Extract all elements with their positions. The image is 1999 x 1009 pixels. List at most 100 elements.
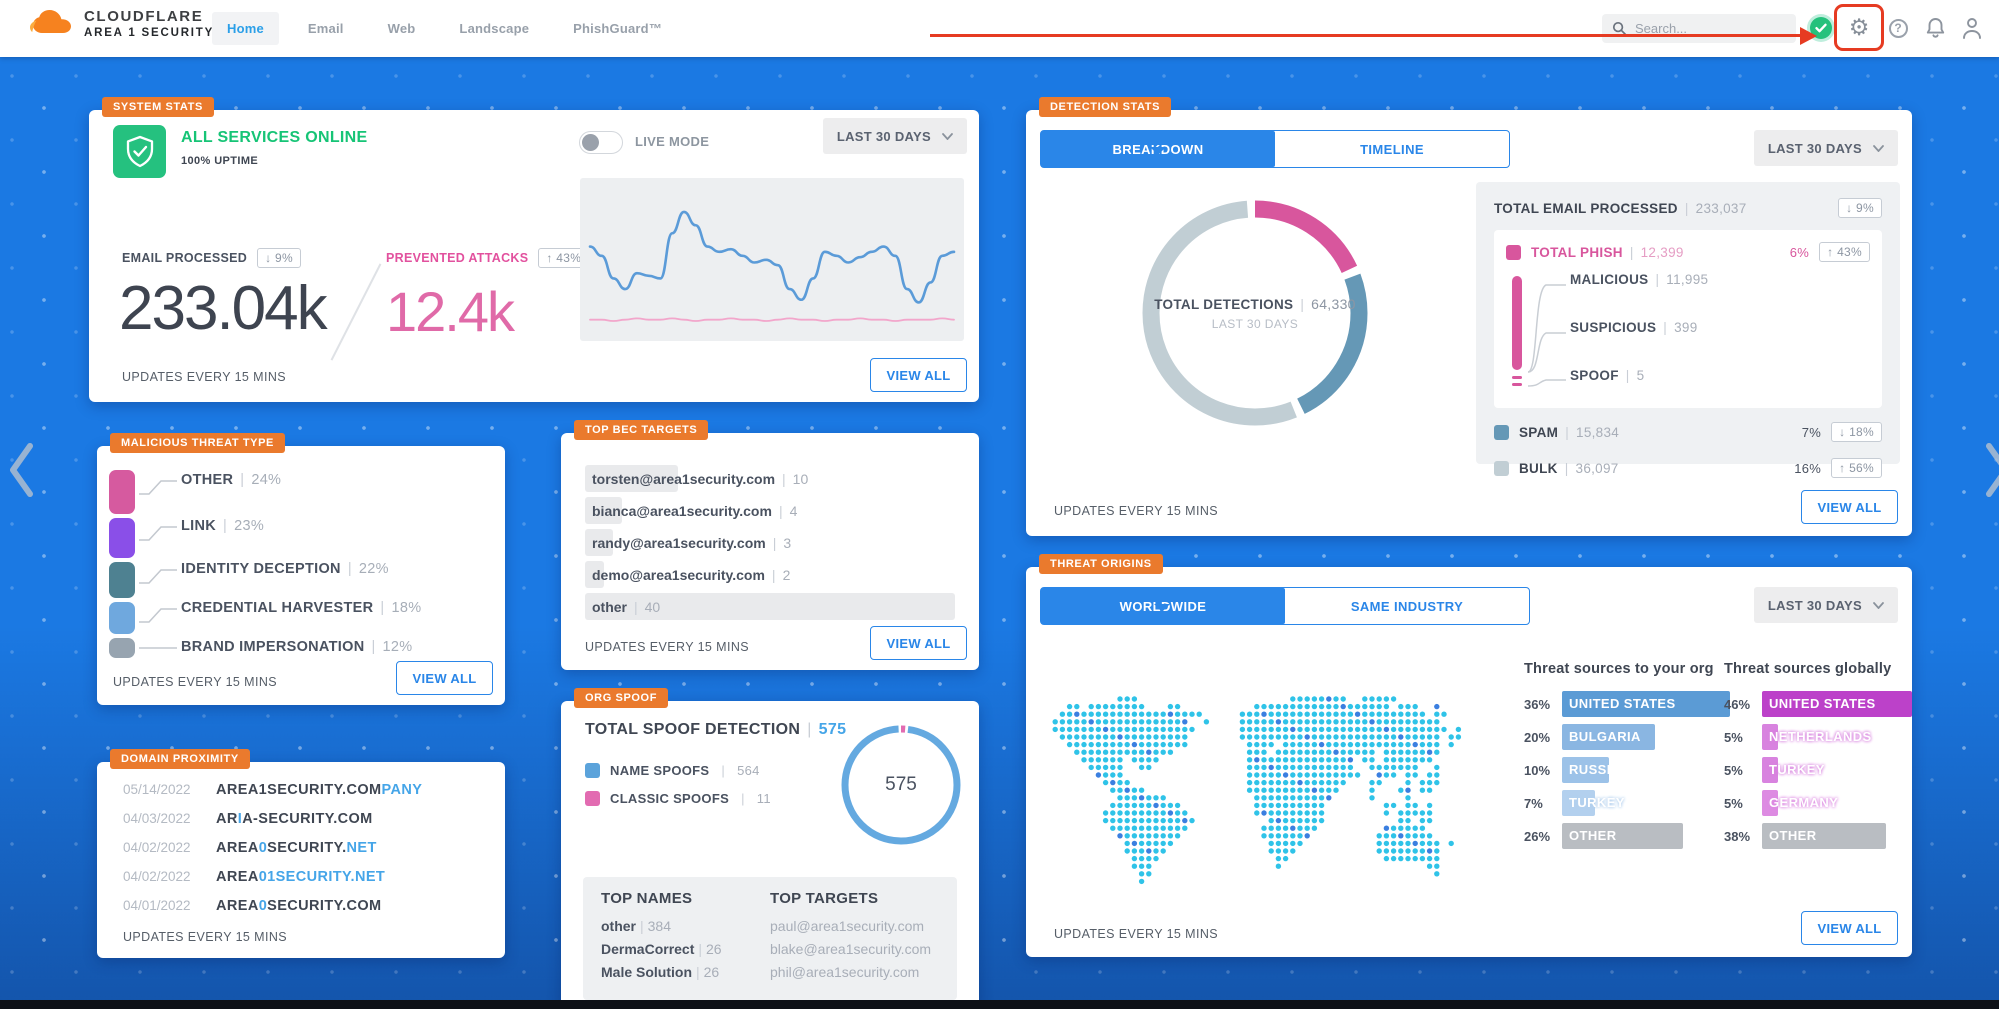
origin-bar-row: 5% GERMANY	[1724, 790, 1924, 816]
domain-row[interactable]: 04/02/2022 AREA0SECURITY.NET	[123, 840, 377, 856]
annotation-line	[930, 34, 1808, 37]
uptime-text: 100% UPTIME	[181, 155, 259, 167]
domain-row[interactable]: 05/14/2022 AREA1SECURITY.COMPANY	[123, 782, 423, 798]
system-range-dropdown[interactable]: LAST 30 DAYS	[822, 118, 967, 154]
search-box[interactable]	[1602, 14, 1796, 43]
top-target-row: blake@area1security.com	[770, 941, 932, 957]
origin-bar-row: 26% OTHER	[1524, 823, 1736, 849]
phish-bar	[1512, 276, 1522, 370]
malicious-view-all-button[interactable]: VIEW ALL	[396, 661, 493, 695]
system-sparkline-chart	[580, 178, 964, 341]
legend-name-spoofs: NAME SPOOFS564	[585, 763, 760, 778]
chevron-down-icon	[1873, 601, 1884, 609]
domain-row[interactable]: 04/03/2022 ARIA-SECURITY.COM	[123, 811, 373, 827]
help-button[interactable]: ?	[1887, 17, 1909, 39]
threat-type-row: LINK23%	[181, 518, 264, 534]
notifications-button[interactable]	[1923, 14, 1947, 42]
phish-breakdown: MALICIOUS11,995 SUSPICIOUS399 SPOOF5	[1506, 272, 1870, 400]
next-page-chevron[interactable]	[1983, 440, 1999, 505]
threat-type-row: BRAND IMPERSONATION12%	[181, 639, 412, 655]
metric-divider	[330, 263, 382, 361]
nav-item-phishguard[interactable]: PhishGuard™	[573, 21, 663, 36]
top-name-row: DermaCorrect26	[601, 938, 770, 961]
system-stats-tag: SYSTEM STATS	[102, 97, 214, 117]
detection-tabs: BREAKDOWN TIMELINE	[1040, 130, 1510, 168]
donut-center-label: TOTAL DETECTIONS	[1154, 296, 1294, 312]
detection-view-all-button[interactable]: VIEW ALL	[1801, 490, 1898, 524]
domain-proximity-tag: DOMAIN PROXIMITY	[110, 749, 250, 769]
bec-row[interactable]: demo@area1security.com2	[585, 561, 955, 588]
tab-timeline[interactable]: TIMELINE	[1360, 141, 1424, 157]
brand-line2: AREA 1 SECURITY	[84, 26, 215, 39]
name-spoofs-swatch	[585, 763, 600, 778]
origin-bar-row: 38% OTHER	[1724, 823, 1924, 849]
cloudflare-logo[interactable]: CLOUDFLARE AREA 1 SECURITY	[28, 7, 214, 39]
system-view-all-button[interactable]: VIEW ALL	[870, 358, 967, 392]
top-names-column: TOP NAMES other384 DermaCorrect26 Male S…	[601, 890, 770, 987]
threat-range-dropdown[interactable]: LAST 30 DAYS	[1753, 587, 1898, 623]
phish-bar-dash	[1512, 383, 1522, 386]
spam-swatch	[1494, 424, 1509, 440]
spam-row: SPAM15,834 7% ↓ 18%	[1494, 422, 1882, 442]
nav-item-web[interactable]: Web	[387, 21, 416, 36]
domain-row[interactable]: 04/02/2022 AREA01SECURITY.NET	[123, 869, 386, 885]
updates-note: UPDATES EVERY 15 MINS	[123, 930, 288, 944]
threat-swatch-brand-impersonation	[109, 638, 135, 658]
chevron-down-icon	[1873, 144, 1884, 152]
user-icon	[1963, 18, 1981, 39]
classic-spoofs-swatch	[585, 791, 600, 806]
bec-row[interactable]: torsten@area1security.com10	[585, 465, 955, 492]
annotation-highlight-box	[1834, 4, 1884, 51]
spoof-donut-chart: 575	[839, 723, 963, 847]
threat-origins-tag: THREAT ORIGINS	[1039, 554, 1163, 574]
bec-view-all-button[interactable]: VIEW ALL	[870, 626, 967, 660]
spoof-detail-panel: TOP NAMES other384 DermaCorrect26 Male S…	[583, 877, 957, 1000]
question-icon: ?	[1888, 18, 1908, 38]
updates-note: UPDATES EVERY 15 MINS	[113, 675, 278, 689]
org-sources-column: Threat sources to your org 36% UNITED STA…	[1524, 661, 1736, 856]
threat-swatch-link	[109, 518, 135, 558]
total-phish-row: TOTAL PHISH12,399 6% ↑ 43%	[1506, 242, 1870, 262]
threat-swatch-identity-deception	[109, 562, 135, 598]
bec-row[interactable]: bianca@area1security.com4	[585, 497, 955, 524]
settings-button[interactable]: ⚙	[1846, 13, 1872, 43]
global-sources-title: Threat sources globally	[1724, 661, 1892, 677]
prevented-attacks-label: PREVENTED ATTACKS	[386, 251, 529, 265]
active-tab-caret	[1154, 604, 1170, 612]
origin-bar-row: 20% BULGARIA	[1524, 724, 1736, 750]
search-input[interactable]	[1635, 21, 1785, 36]
legend-classic-spoofs: CLASSIC SPOOFS11	[585, 791, 771, 806]
previous-page-chevron[interactable]	[6, 440, 36, 505]
detection-range-dropdown[interactable]: LAST 30 DAYS	[1753, 130, 1898, 166]
threat-view-all-button[interactable]: VIEW ALL	[1801, 911, 1898, 945]
connector-line	[139, 526, 177, 541]
spoof-total-title: TOTAL SPOOF DETECTION575	[585, 721, 846, 739]
bulk-share: 16%	[1794, 460, 1822, 476]
spoof-donut-center-value: 575	[885, 774, 917, 795]
tab-same-industry[interactable]: SAME INDUSTRY	[1350, 598, 1464, 614]
top-navigation-bar: CLOUDFLARE AREA 1 SECURITY Home Email We…	[0, 0, 1999, 57]
email-processed-label: EMAIL PROCESSED	[122, 251, 248, 265]
malicious-threat-type-card: MALICIOUS THREAT TYPE OTHER24% LINK23% I…	[97, 433, 505, 705]
account-button[interactable]	[1959, 14, 1985, 42]
domain-proximity-card: DOMAIN PROXIMITY 05/14/2022 AREA1SECURITY…	[97, 749, 505, 958]
phish-bar-dash	[1512, 376, 1522, 379]
top-bec-targets-card: TOP BEC TARGETS torsten@area1security.co…	[561, 420, 979, 670]
world-dot-map	[1042, 693, 1482, 893]
bec-row[interactable]: other40	[585, 593, 955, 620]
global-sources-column: Threat sources globally 46% UNITED STATES…	[1724, 661, 1924, 856]
main-nav: Home Email Web Landscape PhishGuard™	[212, 0, 677, 57]
nav-item-landscape[interactable]: Landscape	[459, 21, 530, 36]
nav-item-home[interactable]: Home	[212, 12, 279, 45]
bec-row[interactable]: randy@area1security.com3	[585, 529, 955, 556]
live-mode-toggle[interactable]	[579, 131, 623, 154]
domain-row[interactable]: 04/01/2022 AREA0SECURITY.COM	[123, 898, 382, 914]
spam-share: 7%	[1801, 424, 1822, 440]
breakdown-connectors	[1528, 284, 1566, 387]
chevron-left-icon	[10, 443, 33, 497]
spam-delta-badge: ↓ 18%	[1831, 422, 1882, 442]
chevron-right-icon	[1986, 443, 1999, 497]
bulk-swatch	[1494, 460, 1509, 476]
nav-item-email[interactable]: Email	[307, 21, 344, 36]
sparkline-svg	[588, 210, 956, 322]
